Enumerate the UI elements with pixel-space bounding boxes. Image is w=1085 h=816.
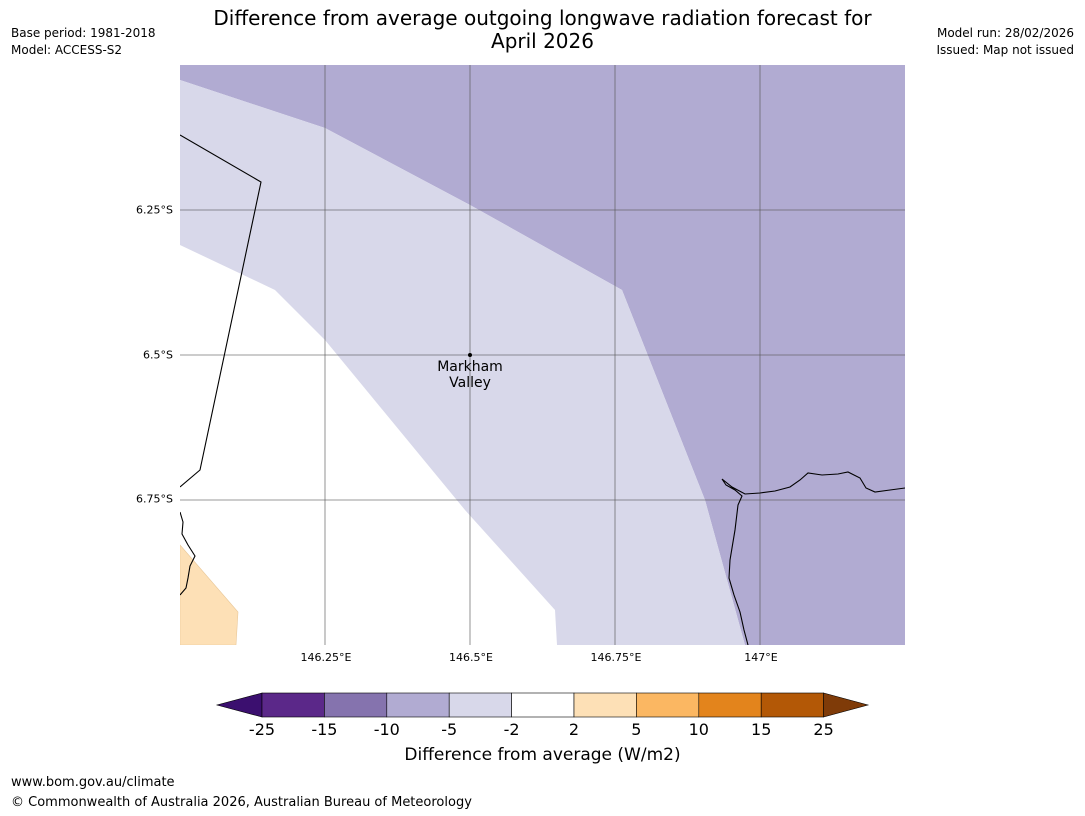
colorbar-tick-5: 5	[631, 720, 642, 739]
meta-left: Base period: 1981-2018 Model: ACCESS-S2	[11, 25, 156, 59]
colorbar-segment--25-to--15	[261, 692, 325, 718]
colorbar-segment--15-to--10	[324, 692, 388, 718]
coastline-west	[180, 511, 196, 596]
colorbar-label: Difference from average (W/m2)	[404, 745, 681, 765]
place-label-markham-valley: Markham Valley	[420, 359, 520, 391]
colorbar-tick-25: 25	[813, 720, 834, 739]
lon-label-146-75: 146.75°E	[590, 651, 642, 664]
colorbar-segment-5-to-10	[636, 692, 700, 718]
footer-url: www.bom.gov.au/climate	[11, 775, 175, 790]
colorbar-tick--5: -5	[441, 720, 458, 739]
model-name: Model: ACCESS-S2	[11, 43, 123, 57]
anomaly-region-plus-2-to-plus-5	[180, 544, 239, 645]
colorbar-tick--15: -15	[311, 720, 338, 739]
lat-label-6-25: 6.25°S	[136, 203, 173, 217]
colorbar-tick--10: -10	[373, 720, 400, 739]
place-name-line-2: Valley	[449, 375, 491, 391]
province-boundary	[180, 134, 262, 488]
base-period: Base period: 1981-2018	[11, 26, 156, 40]
anomaly-region-minus-5-to-minus-2	[180, 80, 745, 645]
colorbar-segment-15-to-25	[760, 692, 824, 718]
lon-label-146-5: 146.5°E	[449, 651, 493, 664]
issued-status: Issued: Map not issued	[936, 43, 1074, 57]
model-run: Model run: 28/02/2026	[936, 26, 1074, 40]
coastline-huon-gulf	[721, 471, 905, 645]
lat-label-6-5: 6.5°S	[143, 348, 173, 362]
colorbar	[215, 692, 870, 718]
colorbar-tick-15: 15	[751, 720, 772, 739]
colorbar-tick--25: -25	[248, 720, 276, 739]
title-line-1: Difference from average outgoing longwav…	[213, 6, 872, 30]
colorbar-extend-left	[215, 692, 263, 718]
colorbar-segment--10-to--5	[386, 692, 450, 718]
colorbar-segment-2-to-5	[573, 692, 637, 718]
colorbar-tick-2: 2	[568, 720, 580, 739]
place-name-line-1: Markham	[437, 359, 503, 375]
colorbar-tick-10: 10	[688, 720, 709, 739]
lon-label-147: 147°E	[744, 651, 778, 664]
chart-title: Difference from average outgoing longwav…	[180, 7, 905, 53]
gridlines	[180, 65, 905, 645]
lon-label-146-25: 146.25°E	[300, 651, 352, 664]
colorbar-tick--2: -2	[503, 720, 520, 739]
colorbar-extend-right	[823, 692, 870, 718]
lat-label-6-75: 6.75°S	[136, 492, 173, 506]
footer-copyright: © Commonwealth of Australia 2026, Austra…	[11, 795, 472, 810]
title-line-2: April 2026	[491, 29, 594, 53]
colorbar-segment--5-to--2	[448, 692, 512, 718]
colorbar-segment-10-to-15	[698, 692, 762, 718]
colorbar-segment--2-to-2	[511, 692, 575, 718]
meta-right: Model run: 28/02/2026 Issued: Map not is…	[936, 25, 1074, 59]
place-marker-markham-valley	[468, 353, 472, 357]
